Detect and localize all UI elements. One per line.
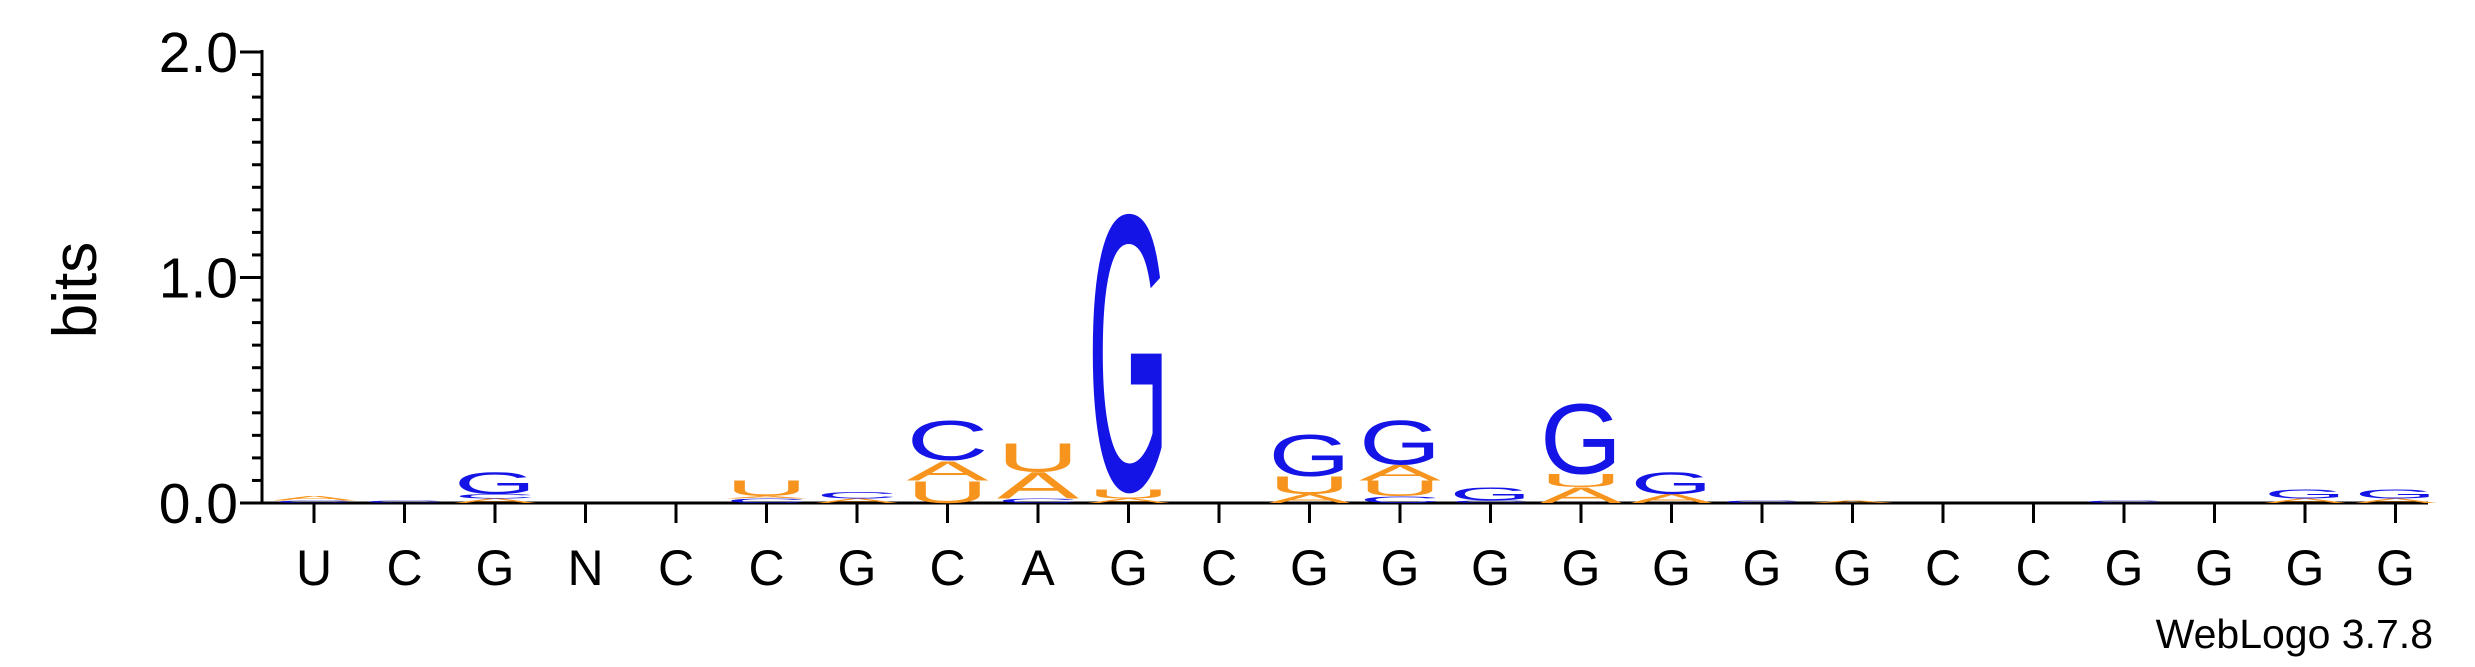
logo-letter: G bbox=[2355, 487, 2437, 501]
x-tick-label: C bbox=[386, 540, 422, 596]
logo-letter: U bbox=[1269, 472, 1351, 500]
logo-letter: A bbox=[1088, 497, 1171, 504]
logo-letter: G bbox=[454, 466, 536, 501]
y-tick-label: 2.0 bbox=[159, 21, 238, 85]
logo-letter: A bbox=[726, 496, 809, 499]
logo-letter: A bbox=[1812, 500, 1895, 503]
logo-letter: G bbox=[1088, 133, 1170, 574]
x-tick-label: G bbox=[1562, 540, 1601, 596]
x-tick-label: C bbox=[658, 540, 694, 596]
logo-letter: C bbox=[273, 500, 355, 503]
logo-letter: U bbox=[997, 435, 1079, 480]
x-tick-label: G bbox=[476, 540, 515, 596]
x-tick-label: C bbox=[2015, 540, 2051, 596]
x-tick-label: A bbox=[1021, 540, 1055, 596]
logo-letter: C bbox=[997, 497, 1079, 504]
x-tick-label: C bbox=[1925, 540, 1961, 596]
x-tick-label: G bbox=[1471, 540, 1510, 596]
logo-letter: C bbox=[1721, 500, 1803, 503]
x-tick-label: G bbox=[1290, 540, 1329, 596]
x-tick-label: C bbox=[929, 540, 965, 596]
y-tick-label: 1.0 bbox=[159, 247, 238, 311]
logo-letter: A bbox=[1631, 492, 1714, 506]
logo-letter: C bbox=[1450, 500, 1532, 503]
logo-letter: C bbox=[907, 410, 989, 473]
x-tick-label: G bbox=[2376, 540, 2415, 596]
logo-letter: A bbox=[907, 455, 989, 487]
x-tick-label: G bbox=[1109, 540, 1148, 596]
logo-letter: A bbox=[1269, 492, 1352, 506]
logo-letter: G bbox=[1540, 384, 1622, 496]
x-tick-label: G bbox=[2105, 540, 2144, 596]
x-tick-label: C bbox=[748, 540, 784, 596]
logo-letter: U bbox=[1088, 487, 1170, 501]
logo-letter: A bbox=[816, 497, 899, 504]
logo-letter: A bbox=[1359, 461, 1442, 486]
logo-letter: G bbox=[1631, 466, 1713, 501]
x-tick-label: G bbox=[2286, 540, 2325, 596]
logo-letter: A bbox=[2264, 497, 2347, 504]
logo-letter: C bbox=[364, 500, 446, 503]
logo-letter: C bbox=[1359, 495, 1441, 505]
x-tick-label: G bbox=[838, 540, 877, 596]
x-tick-label: G bbox=[1652, 540, 1691, 596]
y-tick-label: 0.0 bbox=[159, 472, 238, 536]
x-tick-label: G bbox=[1833, 540, 1872, 596]
y-axis-label: bits bbox=[41, 242, 110, 338]
logo-letter: U bbox=[726, 477, 808, 502]
x-tick-label: N bbox=[567, 540, 603, 596]
logo-letter: A bbox=[2355, 497, 2438, 504]
x-tick-label: C bbox=[1201, 540, 1237, 596]
logo-letter: C bbox=[2083, 500, 2165, 503]
logo-letter: C bbox=[454, 493, 536, 500]
logo-letter: G bbox=[1269, 423, 1351, 489]
logo-letter: C bbox=[816, 490, 898, 500]
logo-letter: U bbox=[1540, 470, 1622, 491]
x-tick-label: G bbox=[1743, 540, 1782, 596]
logo-letter: A bbox=[997, 465, 1080, 507]
logo-letter: A bbox=[273, 495, 356, 502]
logo-letter: G bbox=[2264, 487, 2346, 501]
logo-letter: C bbox=[726, 497, 808, 504]
logo-letter: U bbox=[1359, 477, 1441, 502]
logo-letter: G bbox=[1359, 408, 1441, 479]
footer: WebLogo 3.7.8 bbox=[2156, 611, 2433, 657]
logo-letter: U bbox=[907, 475, 989, 510]
logo-letter: A bbox=[454, 497, 537, 504]
x-tick-label: G bbox=[2195, 540, 2234, 596]
logo-letter: G bbox=[1450, 484, 1532, 505]
x-tick-label: U bbox=[296, 540, 332, 596]
x-tick-label: G bbox=[1381, 540, 1420, 596]
logo-letter: A bbox=[1540, 483, 1623, 508]
